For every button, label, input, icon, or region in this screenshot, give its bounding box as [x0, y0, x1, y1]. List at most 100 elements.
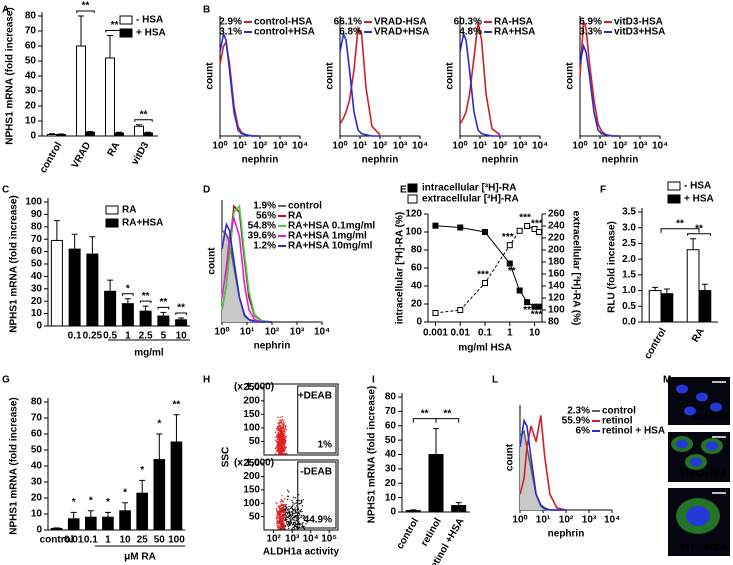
bar [139, 310, 152, 327]
histogram-line [459, 31, 500, 137]
histogram-line [219, 40, 260, 137]
event-dot [277, 433, 279, 435]
significance: *** [523, 305, 535, 316]
event-dot [294, 509, 297, 511]
event-dot [288, 505, 290, 508]
axis-multiplier: (x 1,000) [234, 382, 274, 393]
y-tick-label: 100 [243, 498, 260, 509]
event-dot [284, 432, 286, 434]
event-dot [287, 520, 289, 523]
event-dot [281, 424, 283, 427]
event-dot [278, 446, 280, 449]
y2-tick-label: 260 [548, 209, 565, 220]
event-dot [275, 516, 278, 518]
y-tick-label: 60 [31, 246, 43, 257]
x-tick-label: 10² [613, 141, 628, 152]
event-dot [284, 505, 287, 507]
event-dot [280, 420, 282, 422]
legend-label: RA+HSA [494, 27, 535, 38]
significance: * [126, 283, 130, 294]
y-tick-label: 80 [25, 11, 37, 22]
nucleus [686, 506, 710, 526]
nucleus [676, 439, 688, 449]
event-dot [293, 519, 295, 521]
axis-title: mg/ml [134, 348, 164, 359]
error-bar [107, 35, 114, 58]
y-tick-label: 2.0 [622, 254, 636, 265]
legend-label: control [602, 406, 636, 417]
point [432, 222, 439, 229]
event-dot [292, 526, 295, 528]
event-dot [287, 509, 289, 512]
error-bar [49, 133, 56, 135]
event-dot [279, 451, 281, 453]
x-tick-label: 10 [529, 328, 541, 339]
event-dot [280, 526, 283, 528]
x-tick-label: 0.01 [64, 535, 84, 546]
event-dot [283, 523, 285, 526]
event-dot [291, 512, 294, 515]
x-tick-label: 100 [168, 535, 185, 546]
event-dot [277, 523, 280, 525]
event-dot [280, 515, 282, 518]
event-dot [283, 421, 285, 424]
x-tick-label: 10¹ [593, 141, 608, 152]
axis-title: count [325, 62, 336, 90]
error-bar [124, 298, 131, 304]
event-dot [277, 441, 279, 443]
event-dot [279, 430, 281, 433]
axis-multiplier: (x 1,000) [234, 458, 274, 469]
point [524, 299, 531, 306]
nucleus [684, 406, 696, 416]
image-label: FITC-HSA [680, 543, 727, 554]
legend-label: RA-HSA [494, 17, 533, 28]
axis-title: nephrin [254, 341, 291, 352]
event-dot [302, 499, 305, 501]
legend-label: VRAD-HSA [374, 17, 427, 28]
x-tick-label: 10⁴ [292, 141, 308, 152]
y-tick-label: 80 [31, 221, 43, 232]
event-dot [283, 434, 286, 436]
event-dot [289, 520, 291, 522]
legend-stat: 54.8% [248, 221, 276, 232]
axis-title: NPHS1 mRNA (fold increase) [9, 195, 20, 332]
x-tick-label: 10³ [273, 141, 288, 152]
event-dot [289, 524, 291, 527]
event-dot [283, 518, 285, 521]
x-tick-label: 10⁰ [512, 515, 527, 526]
legend-label: retinol [602, 416, 633, 427]
event-dot [305, 523, 307, 525]
nucleus [676, 384, 688, 394]
event-dot [276, 434, 278, 436]
event-dot [281, 438, 283, 440]
event-dot [277, 445, 279, 448]
y-tick-label: 20 [31, 296, 43, 307]
event-dot [285, 440, 287, 442]
error-bar [156, 433, 163, 460]
event-dot [275, 445, 278, 447]
event-dot [287, 524, 289, 526]
bar [76, 45, 87, 137]
event-dot [281, 434, 283, 437]
y-tick-label: 20 [385, 478, 397, 489]
bar [104, 290, 117, 327]
event-dot [279, 501, 282, 503]
x-tick-label: 10¹ [353, 141, 368, 152]
x-tick-label: 10⁴ [532, 141, 548, 152]
bar [50, 239, 63, 327]
legend-label: - HSA [136, 15, 163, 26]
error-bar [86, 131, 93, 133]
event-dot [284, 503, 286, 506]
significance: ** [173, 399, 181, 410]
event-dot [301, 505, 304, 507]
event-dot [288, 508, 290, 510]
event-dot [285, 429, 288, 431]
y-tick-label: 30 [31, 283, 43, 294]
significance-bracket [134, 119, 153, 122]
event-dot [283, 522, 286, 524]
error-bar [652, 286, 659, 291]
gate-stat: 1% [318, 440, 333, 451]
error-bar [701, 283, 708, 291]
legend-stat: 2.3% [567, 406, 590, 417]
event-dot [285, 446, 288, 448]
